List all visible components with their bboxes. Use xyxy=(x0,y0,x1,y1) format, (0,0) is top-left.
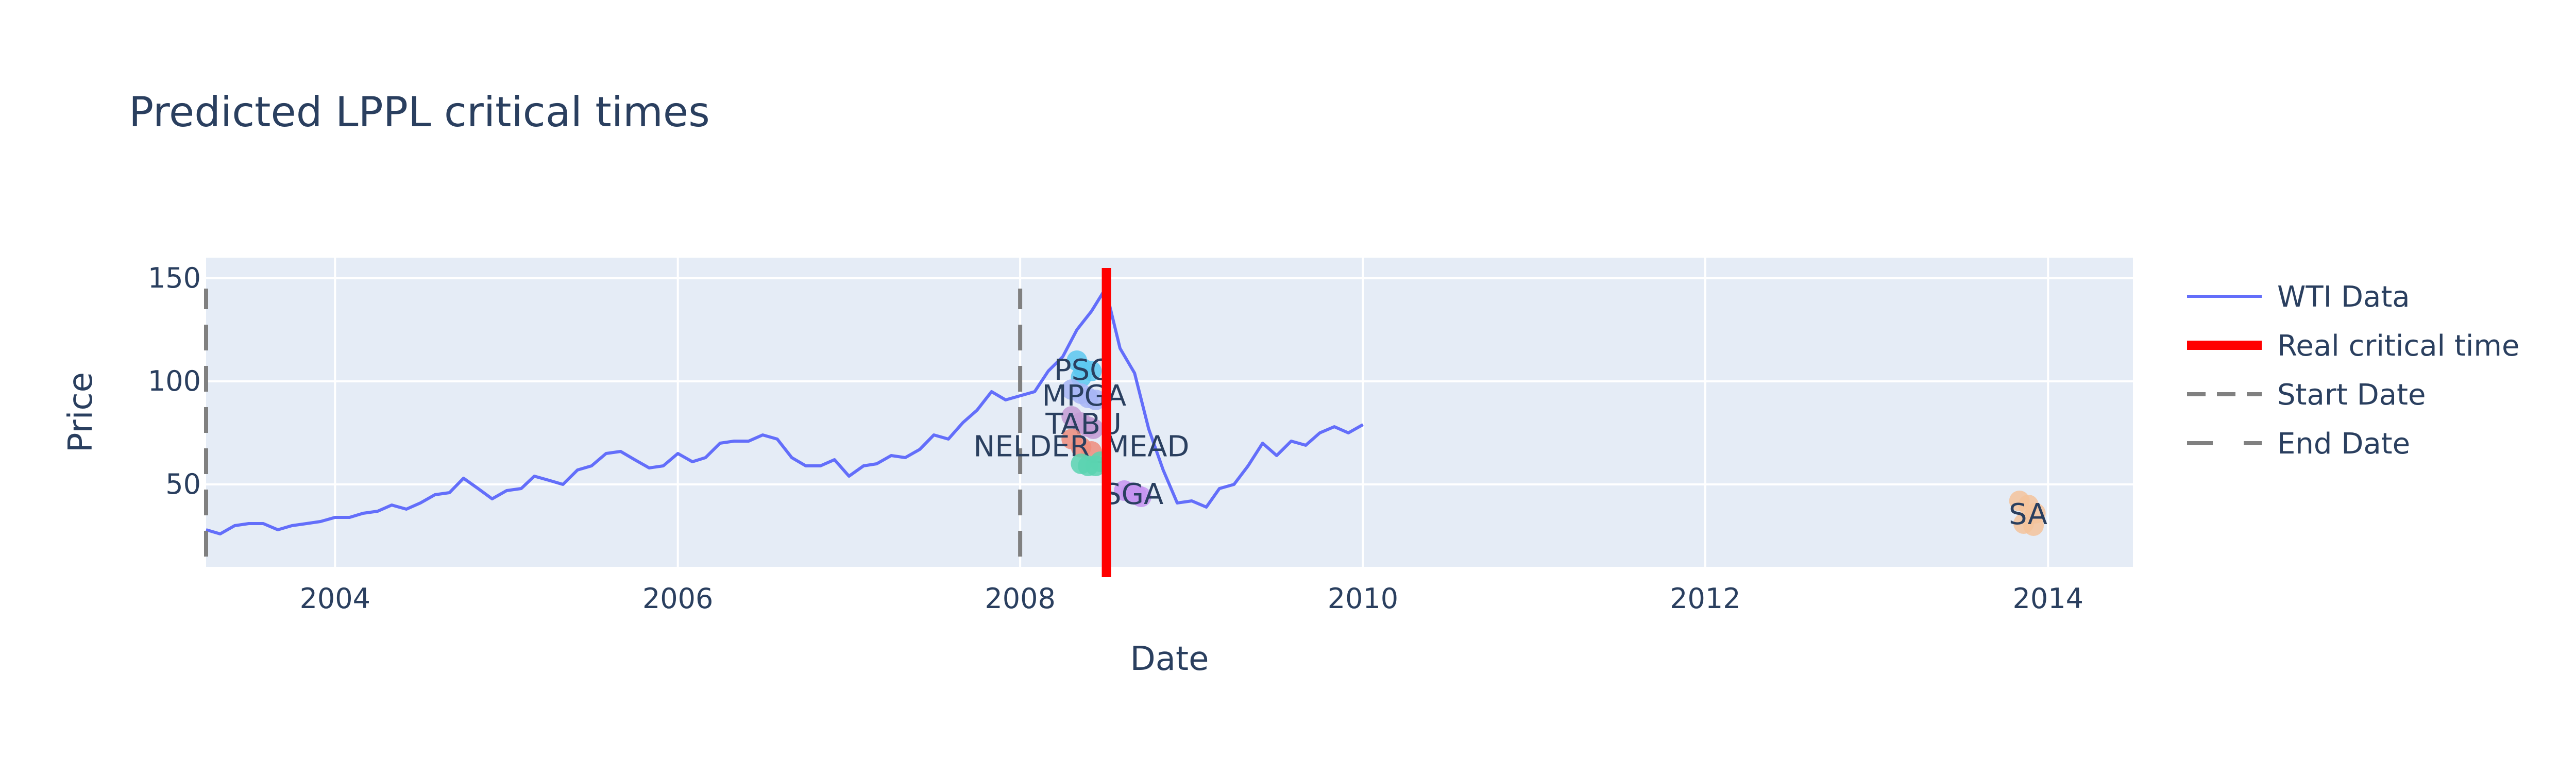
y-tick-label: 150 xyxy=(148,262,201,294)
legend-label: WTI Data xyxy=(2277,280,2410,314)
plot-area xyxy=(206,258,2133,567)
x-axis-label: Date xyxy=(1130,640,1209,678)
prediction-point xyxy=(2023,515,2044,536)
legend-label: Start Date xyxy=(2277,378,2426,412)
y-axis-label: Price xyxy=(62,372,100,452)
series-line-wti xyxy=(206,287,1364,535)
x-tick-label: 2004 xyxy=(300,582,370,615)
legend-label: End Date xyxy=(2277,427,2410,461)
prediction-point xyxy=(1083,418,1104,439)
y-tick-label: 50 xyxy=(165,468,201,500)
y-axis-ticks: 50 100 150 xyxy=(148,262,201,500)
prediction-label: SGA xyxy=(1103,478,1163,511)
legend-label: Real critical time xyxy=(2277,329,2519,363)
legend-item[interactable]: Start Date xyxy=(2187,378,2426,412)
x-tick-label: 2012 xyxy=(1670,582,1740,615)
legend-item[interactable]: Real critical time xyxy=(2187,329,2519,363)
y-tick-label: 100 xyxy=(148,365,201,397)
prediction-point xyxy=(1130,486,1151,507)
prediction-point xyxy=(1085,390,1106,410)
legend-item[interactable]: End Date xyxy=(2187,427,2410,461)
x-tick-label: 2010 xyxy=(1328,582,1398,615)
x-axis-ticks: 2004 2006 2008 2010 2012 2014 xyxy=(300,582,2083,615)
x-tick-label: 2014 xyxy=(2013,582,2083,615)
prediction-label: SA xyxy=(2009,498,2047,531)
x-tick-label: 2006 xyxy=(642,582,713,615)
legend[interactable]: WTI Data Real critical time Start Date End … xyxy=(2187,280,2519,461)
chart-title: Predicted LPPL critical times xyxy=(129,88,710,136)
prediction-label: MPGA xyxy=(1042,379,1126,413)
x-tick-label: 2008 xyxy=(985,582,1055,615)
legend-item[interactable]: WTI Data xyxy=(2187,280,2410,314)
